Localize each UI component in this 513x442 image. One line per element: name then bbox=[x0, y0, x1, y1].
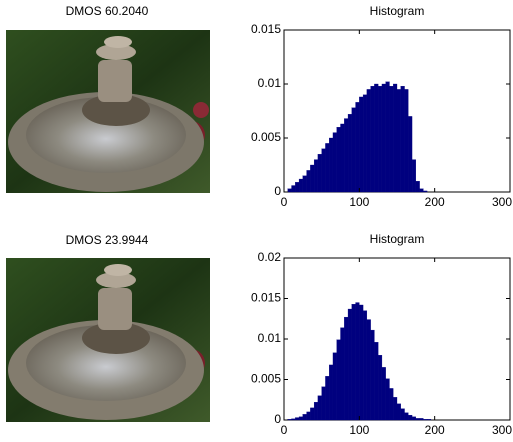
bar bbox=[317, 395, 322, 421]
bar bbox=[347, 114, 352, 193]
bar bbox=[291, 418, 296, 421]
bar bbox=[411, 416, 416, 421]
bar bbox=[321, 386, 326, 421]
bar bbox=[344, 118, 349, 193]
bar bbox=[400, 86, 405, 193]
bar bbox=[396, 89, 401, 193]
image-title: DMOS 60.2040 bbox=[66, 4, 149, 18]
x-tick-label: 200 bbox=[425, 195, 445, 209]
bar bbox=[411, 159, 416, 193]
bar bbox=[381, 367, 386, 421]
bar bbox=[340, 123, 345, 193]
y-tick-label: 0.02 bbox=[258, 250, 282, 264]
bar bbox=[355, 302, 360, 421]
bar bbox=[415, 181, 420, 193]
chart-title: Histogram bbox=[370, 4, 425, 18]
bar bbox=[336, 127, 341, 193]
bar bbox=[321, 148, 326, 193]
y-tick-label: 0.005 bbox=[251, 372, 281, 386]
bar bbox=[351, 107, 356, 193]
bar bbox=[374, 342, 379, 421]
x-tick-label: 0 bbox=[281, 423, 288, 437]
bar bbox=[389, 388, 394, 421]
bar bbox=[426, 419, 432, 421]
y-tick-label: 0.005 bbox=[251, 130, 281, 144]
bar bbox=[366, 319, 371, 421]
bar bbox=[298, 178, 303, 193]
x-tick-label: 300 bbox=[492, 423, 512, 437]
bar bbox=[396, 403, 401, 421]
x-tick-label: 200 bbox=[425, 423, 445, 437]
bar bbox=[336, 339, 341, 421]
bar bbox=[404, 89, 409, 193]
bar bbox=[295, 182, 300, 193]
bar bbox=[362, 310, 368, 421]
y-tick-label: 0.015 bbox=[251, 22, 281, 36]
bar bbox=[385, 81, 390, 193]
bar bbox=[393, 397, 398, 421]
bar bbox=[408, 116, 413, 193]
bar bbox=[415, 418, 420, 421]
fountain-image bbox=[6, 258, 210, 422]
bar bbox=[306, 170, 311, 193]
x-tick-label: 100 bbox=[349, 195, 369, 209]
bar bbox=[340, 327, 345, 421]
y-tick-label: 0.015 bbox=[251, 291, 281, 305]
x-tick-label: 300 bbox=[492, 195, 512, 209]
bar bbox=[423, 190, 428, 193]
fountain-image bbox=[6, 30, 210, 193]
bar bbox=[329, 137, 334, 193]
y-tick-label: 0 bbox=[274, 184, 281, 198]
x-tick-label: 100 bbox=[349, 423, 369, 437]
bar bbox=[404, 412, 409, 421]
bar bbox=[378, 355, 383, 421]
bar bbox=[306, 411, 311, 421]
bar bbox=[359, 96, 364, 193]
bar bbox=[325, 143, 330, 193]
image-title: DMOS 23.9944 bbox=[66, 233, 149, 247]
bar bbox=[332, 352, 337, 421]
bar bbox=[359, 304, 364, 421]
bar bbox=[366, 89, 371, 193]
bar bbox=[347, 308, 352, 421]
bar bbox=[370, 329, 375, 421]
bar bbox=[374, 83, 379, 193]
bar bbox=[313, 402, 319, 421]
bar bbox=[355, 102, 360, 193]
bar bbox=[385, 378, 390, 421]
bar bbox=[325, 376, 330, 421]
bar bbox=[344, 316, 349, 421]
bar bbox=[287, 188, 292, 193]
bar bbox=[317, 154, 322, 193]
bar bbox=[329, 364, 334, 421]
bar bbox=[378, 86, 383, 193]
bar bbox=[419, 188, 424, 193]
bar bbox=[408, 414, 413, 421]
y-tick-label: 0 bbox=[274, 412, 281, 426]
bar bbox=[302, 175, 307, 193]
bar bbox=[423, 419, 428, 421]
bar bbox=[389, 86, 394, 193]
bar bbox=[362, 94, 368, 193]
bar bbox=[310, 407, 315, 421]
bar bbox=[393, 83, 398, 193]
bar bbox=[381, 83, 386, 193]
bar bbox=[400, 408, 405, 421]
y-tick-label: 0.01 bbox=[258, 331, 282, 345]
bar bbox=[313, 159, 319, 193]
bar bbox=[287, 419, 292, 421]
bar bbox=[291, 185, 296, 193]
bar bbox=[302, 414, 307, 421]
bar bbox=[351, 304, 356, 421]
bar bbox=[295, 417, 300, 421]
x-tick-label: 0 bbox=[281, 195, 288, 209]
bar bbox=[332, 132, 337, 193]
bar bbox=[370, 86, 375, 193]
chart-title: Histogram bbox=[370, 232, 425, 246]
bar bbox=[419, 418, 424, 421]
bar bbox=[310, 164, 315, 193]
bar bbox=[298, 416, 303, 421]
y-tick-label: 0.01 bbox=[258, 76, 282, 90]
